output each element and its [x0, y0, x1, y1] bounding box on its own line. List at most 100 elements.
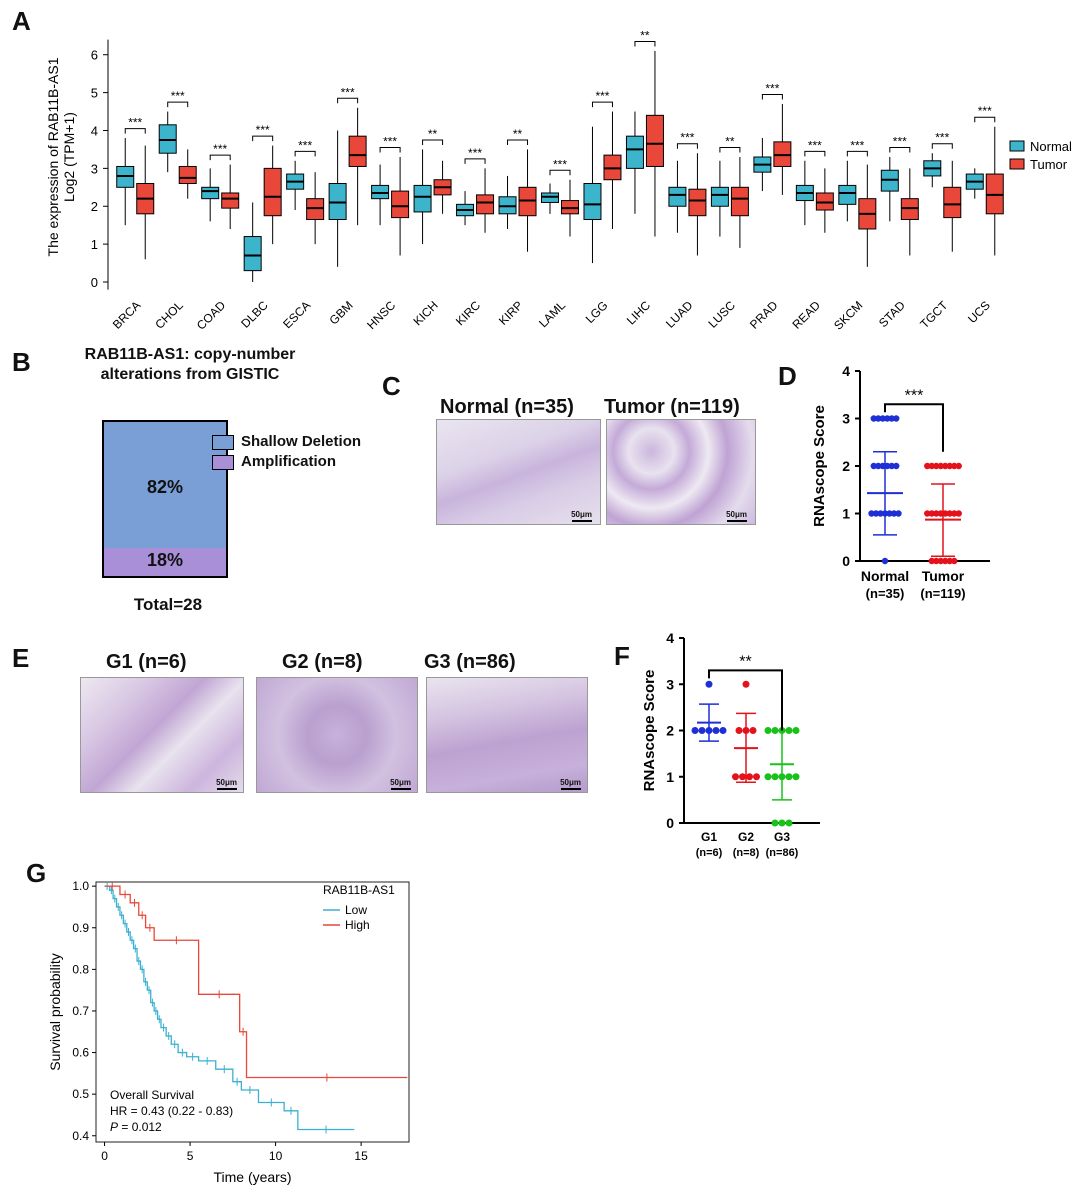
box-tumor [391, 190, 410, 219]
copy-number-title-line2: alterations from GISTIC [100, 366, 280, 383]
data-point [742, 680, 750, 688]
p-symbol: P [110, 1120, 118, 1134]
y-axis-label: RNAscope Score [641, 670, 658, 792]
data-point [946, 557, 953, 565]
x-tick-label: G2 [738, 830, 754, 844]
significance-bracket [761, 94, 783, 100]
data-point [771, 819, 779, 827]
box-normal [583, 183, 602, 220]
significance-bracket [846, 150, 868, 157]
bar-segment-shallow-deletion: 82% [104, 422, 226, 549]
x-tick-label: KIRC [453, 298, 483, 328]
data-point [888, 462, 895, 470]
data-point [691, 727, 699, 734]
x-tick-label: GBM [327, 298, 356, 327]
significance-label: ** [513, 127, 523, 141]
data-point [924, 462, 931, 470]
y-axis-label-line2: Log2 (TPM+1) [61, 112, 77, 202]
x-tick-label: 5 [187, 1149, 194, 1163]
significance-label: ** [428, 127, 438, 141]
x-tick-n-label: (n=35) [866, 586, 905, 601]
significance-bracket [464, 158, 486, 164]
histology-normal-label: Normal (n=35) [440, 396, 574, 418]
data-point [771, 773, 779, 781]
box-normal [710, 186, 729, 207]
y-tick-label: 4 [666, 630, 674, 646]
x-tick-n-label: (n=119) [920, 586, 965, 601]
data-point [698, 727, 706, 734]
box-tumor [476, 194, 495, 215]
data-point [879, 415, 886, 422]
y-axis-label: RNAscope Score [811, 405, 828, 527]
data-point [955, 510, 962, 517]
box-normal [201, 186, 220, 200]
significance-label: *** [383, 135, 397, 149]
data-point [893, 415, 900, 422]
significance-bracket [124, 128, 146, 134]
legend-swatch-normal [1009, 140, 1025, 152]
y-tick-label: 0 [91, 275, 98, 290]
box-tumor [688, 188, 707, 217]
significance-label: *** [595, 89, 609, 103]
y-tick-label: 6 [91, 48, 98, 63]
significance-label: *** [341, 85, 355, 99]
x-tick-label: G3 [774, 830, 790, 844]
data-point [884, 415, 891, 422]
panel-letter-g: G [26, 858, 47, 888]
x-tick-label: PRAD [747, 298, 781, 332]
significance-label: *** [850, 138, 864, 152]
scale-bar-label: 50μm [390, 778, 411, 787]
y-tick-label: 0.8 [72, 962, 89, 976]
y-tick-label: 0.6 [72, 1046, 89, 1060]
data-point [785, 773, 793, 781]
data-point [893, 462, 900, 470]
box-tumor [943, 186, 962, 219]
data-point [764, 773, 772, 781]
panel-letter-d: D [778, 361, 797, 391]
y-tick-label: 3 [666, 676, 674, 692]
significance-bracket [294, 150, 316, 157]
significance-label: *** [893, 135, 907, 149]
significance-bracket [719, 147, 741, 153]
y-tick-label: 1.0 [72, 879, 89, 893]
x-tick-label: ESCA [280, 298, 313, 331]
y-tick-label: 0.5 [72, 1087, 89, 1101]
copy-number-panel: RAB11B-AS1: copy-number alterations from… [60, 345, 361, 625]
data-point [746, 773, 753, 781]
data-point [933, 510, 940, 517]
histology-image-tumor: 50μm [606, 419, 756, 525]
scale-bar [561, 788, 581, 790]
data-point [951, 462, 958, 470]
histology-image-g3: 50μm [426, 677, 588, 793]
x-tick-label: BRCA [110, 298, 143, 331]
x-tick-label: 0 [101, 1149, 108, 1163]
histology-g3-label: G3 (n=86) [424, 651, 516, 673]
panel-letter-e: E [12, 643, 30, 673]
x-tick-label: SKCM [831, 298, 865, 332]
survival-curve-chart: 0.4 0.5 0.6 0.7 0.8 0.9 1.0 0 5 10 15 Time (years) S… [47, 879, 410, 1185]
significance-label: *** [553, 157, 567, 171]
scale-bar [572, 520, 592, 522]
x-tick-label: DLBC [238, 298, 271, 331]
significance-bracket [252, 135, 274, 142]
x-tick-label: READ [790, 298, 824, 332]
panel-letter-b: B [12, 347, 31, 377]
y-tick-label: 4 [91, 123, 98, 138]
x-tick-label: UCS [965, 298, 993, 326]
x-tick-label: 10 [269, 1149, 283, 1163]
histology-g2-label: G2 (n=8) [282, 651, 363, 673]
data-point [872, 510, 880, 517]
panel-letter-c: C [382, 371, 401, 401]
data-point [937, 462, 944, 470]
annotation-line1: Overall Survival [110, 1088, 194, 1102]
data-point [942, 462, 949, 470]
data-point [785, 819, 793, 827]
y-tick-label: 3 [91, 161, 98, 176]
legend-swatch-amplification [212, 455, 234, 470]
significance-bracket [209, 154, 231, 161]
scale-bar [217, 788, 237, 790]
x-tick-label: KIRP [496, 298, 526, 328]
copy-number-title-line1: RAB11B-AS1: copy-number [84, 346, 296, 363]
data-point [764, 727, 772, 734]
x-tick-label: LUSC [705, 298, 738, 331]
